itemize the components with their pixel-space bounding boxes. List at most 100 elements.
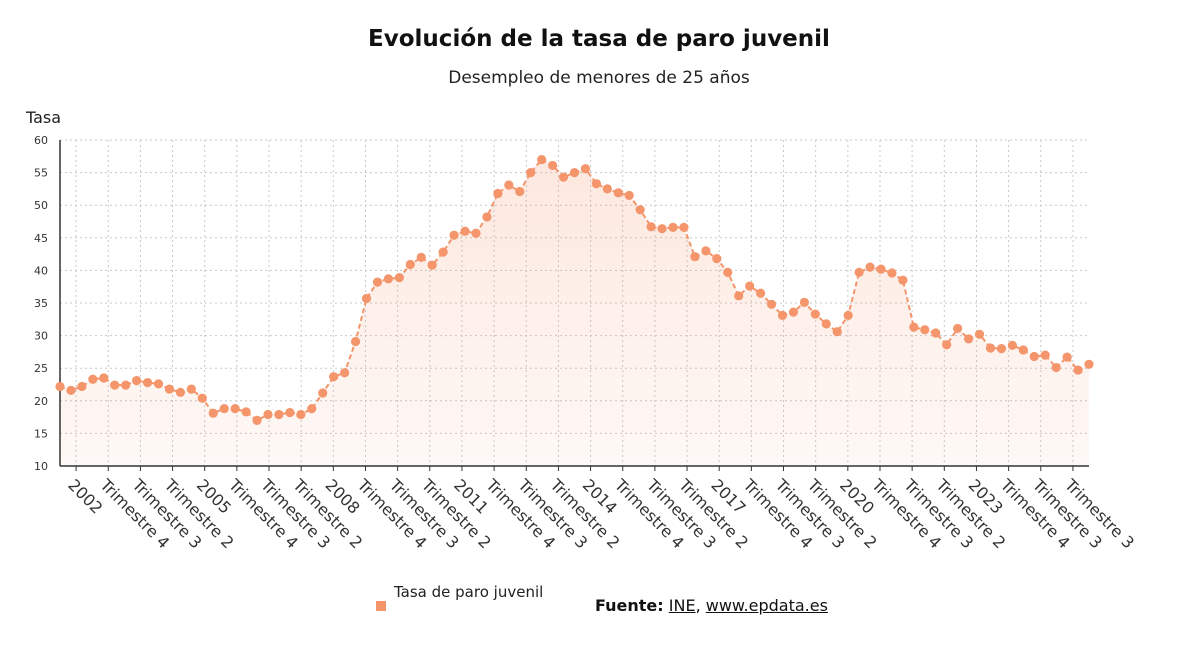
data-point[interactable] [953,323,963,334]
data-point[interactable] [383,274,393,284]
data-point[interactable] [164,384,175,394]
data-point[interactable] [745,281,755,291]
data-point[interactable] [504,180,514,190]
data-point[interactable] [580,164,591,174]
data-point[interactable] [55,381,65,392]
data-point[interactable] [482,212,492,222]
data-point[interactable] [208,408,218,418]
data-point[interactable] [537,154,547,165]
data-point[interactable] [241,407,251,417]
data-point[interactable] [416,252,426,262]
data-point[interactable] [624,190,634,201]
data-point[interactable] [526,168,536,178]
data-point[interactable] [887,268,897,278]
data-point[interactable] [876,264,886,274]
data-point[interactable] [996,344,1007,354]
data-point[interactable] [1073,365,1083,375]
data-point[interactable] [361,293,372,304]
data-point[interactable] [613,188,623,198]
data-point[interactable] [197,393,207,403]
data-point[interactable] [121,380,131,390]
data-point[interactable] [394,272,404,283]
data-point[interactable] [788,307,799,317]
data-point[interactable] [110,380,120,390]
data-point[interactable] [1062,352,1072,362]
data-point[interactable] [1007,340,1017,350]
data-point[interactable] [690,252,700,262]
y-tick-label: 30 [34,330,48,343]
data-point[interactable] [569,168,580,178]
data-point[interactable] [898,275,908,285]
data-point[interactable] [1051,362,1061,373]
data-point[interactable] [963,334,974,344]
data-point[interactable] [832,327,842,337]
data-point[interactable] [1018,345,1028,355]
data-point[interactable] [810,309,820,319]
data-point[interactable] [296,409,306,420]
data-point[interactable] [186,384,196,394]
data-point[interactable] [350,336,361,347]
data-point[interactable] [1029,351,1039,362]
data-point[interactable] [635,205,645,215]
data-point[interactable] [602,184,612,194]
data-point[interactable] [942,340,952,350]
data-point[interactable] [931,328,941,338]
data-point[interactable] [701,246,711,256]
data-point[interactable] [153,379,164,389]
data-point[interactable] [340,368,350,378]
data-point[interactable] [974,329,985,339]
data-point[interactable] [471,228,481,238]
data-point[interactable] [756,288,766,298]
data-point[interactable] [77,381,87,392]
data-point[interactable] [285,407,295,418]
data-point[interactable] [712,254,722,264]
data-point[interactable] [854,267,864,277]
data-point[interactable] [230,404,240,414]
data-point[interactable] [843,310,853,320]
data-point[interactable] [865,262,875,272]
data-point[interactable] [460,226,470,236]
data-point[interactable] [175,387,186,397]
data-point[interactable] [219,404,229,414]
data-point[interactable] [307,404,317,414]
data-point[interactable] [548,160,558,171]
data-point[interactable] [88,374,98,384]
data-point[interactable] [920,325,930,335]
data-point[interactable] [99,373,109,383]
data-point[interactable] [909,322,919,332]
source-site-link[interactable]: www.epdata.es [705,596,828,615]
data-point[interactable] [274,409,284,420]
data-point[interactable] [252,415,262,425]
data-point[interactable] [1040,350,1050,360]
data-point[interactable] [263,409,273,420]
data-point[interactable] [591,179,601,189]
data-point[interactable] [329,372,339,382]
data-point[interactable] [646,222,656,232]
data-point[interactable] [372,277,383,287]
source-ine-link[interactable]: INE [668,596,696,615]
data-point[interactable] [766,299,777,309]
data-point[interactable] [142,377,153,388]
data-point[interactable] [799,297,809,307]
data-point[interactable] [427,260,437,270]
data-point[interactable] [132,375,142,386]
data-point[interactable] [821,319,831,329]
y-tick-label: 20 [34,395,48,408]
data-point[interactable] [318,388,328,398]
data-point[interactable] [66,385,76,395]
data-point[interactable] [657,224,667,234]
data-point[interactable] [558,172,569,182]
data-point[interactable] [679,222,689,232]
data-point[interactable] [734,291,744,301]
data-point[interactable] [405,259,415,270]
data-point[interactable] [723,267,733,277]
data-point[interactable] [668,222,678,232]
data-point[interactable] [449,230,459,240]
data-point[interactable] [777,310,788,320]
data-point[interactable] [1084,359,1094,369]
data-point[interactable] [985,343,996,353]
data-point[interactable] [493,188,503,199]
data-point[interactable] [515,186,525,197]
data-point[interactable] [438,247,448,257]
